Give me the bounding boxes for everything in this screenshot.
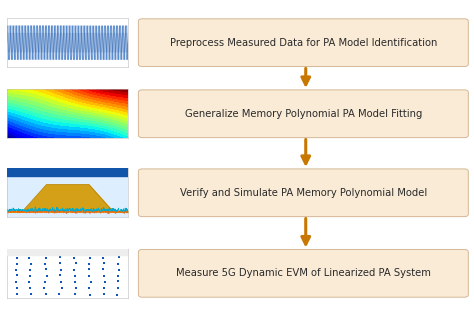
FancyBboxPatch shape (138, 19, 468, 67)
Text: Preprocess Measured Data for PA Model Identification: Preprocess Measured Data for PA Model Id… (170, 38, 437, 48)
FancyBboxPatch shape (138, 250, 468, 297)
Bar (7, 249, 128, 255)
Text: Generalize Memory Polynomial PA Model Fitting: Generalize Memory Polynomial PA Model Fi… (185, 109, 422, 119)
Text: Measure 5G Dynamic EVM of Linearized PA System: Measure 5G Dynamic EVM of Linearized PA … (176, 268, 431, 278)
FancyBboxPatch shape (138, 90, 468, 138)
FancyBboxPatch shape (138, 169, 468, 217)
Text: Verify and Simulate PA Memory Polynomial Model: Verify and Simulate PA Memory Polynomial… (180, 188, 427, 198)
Bar (7, 168, 128, 176)
